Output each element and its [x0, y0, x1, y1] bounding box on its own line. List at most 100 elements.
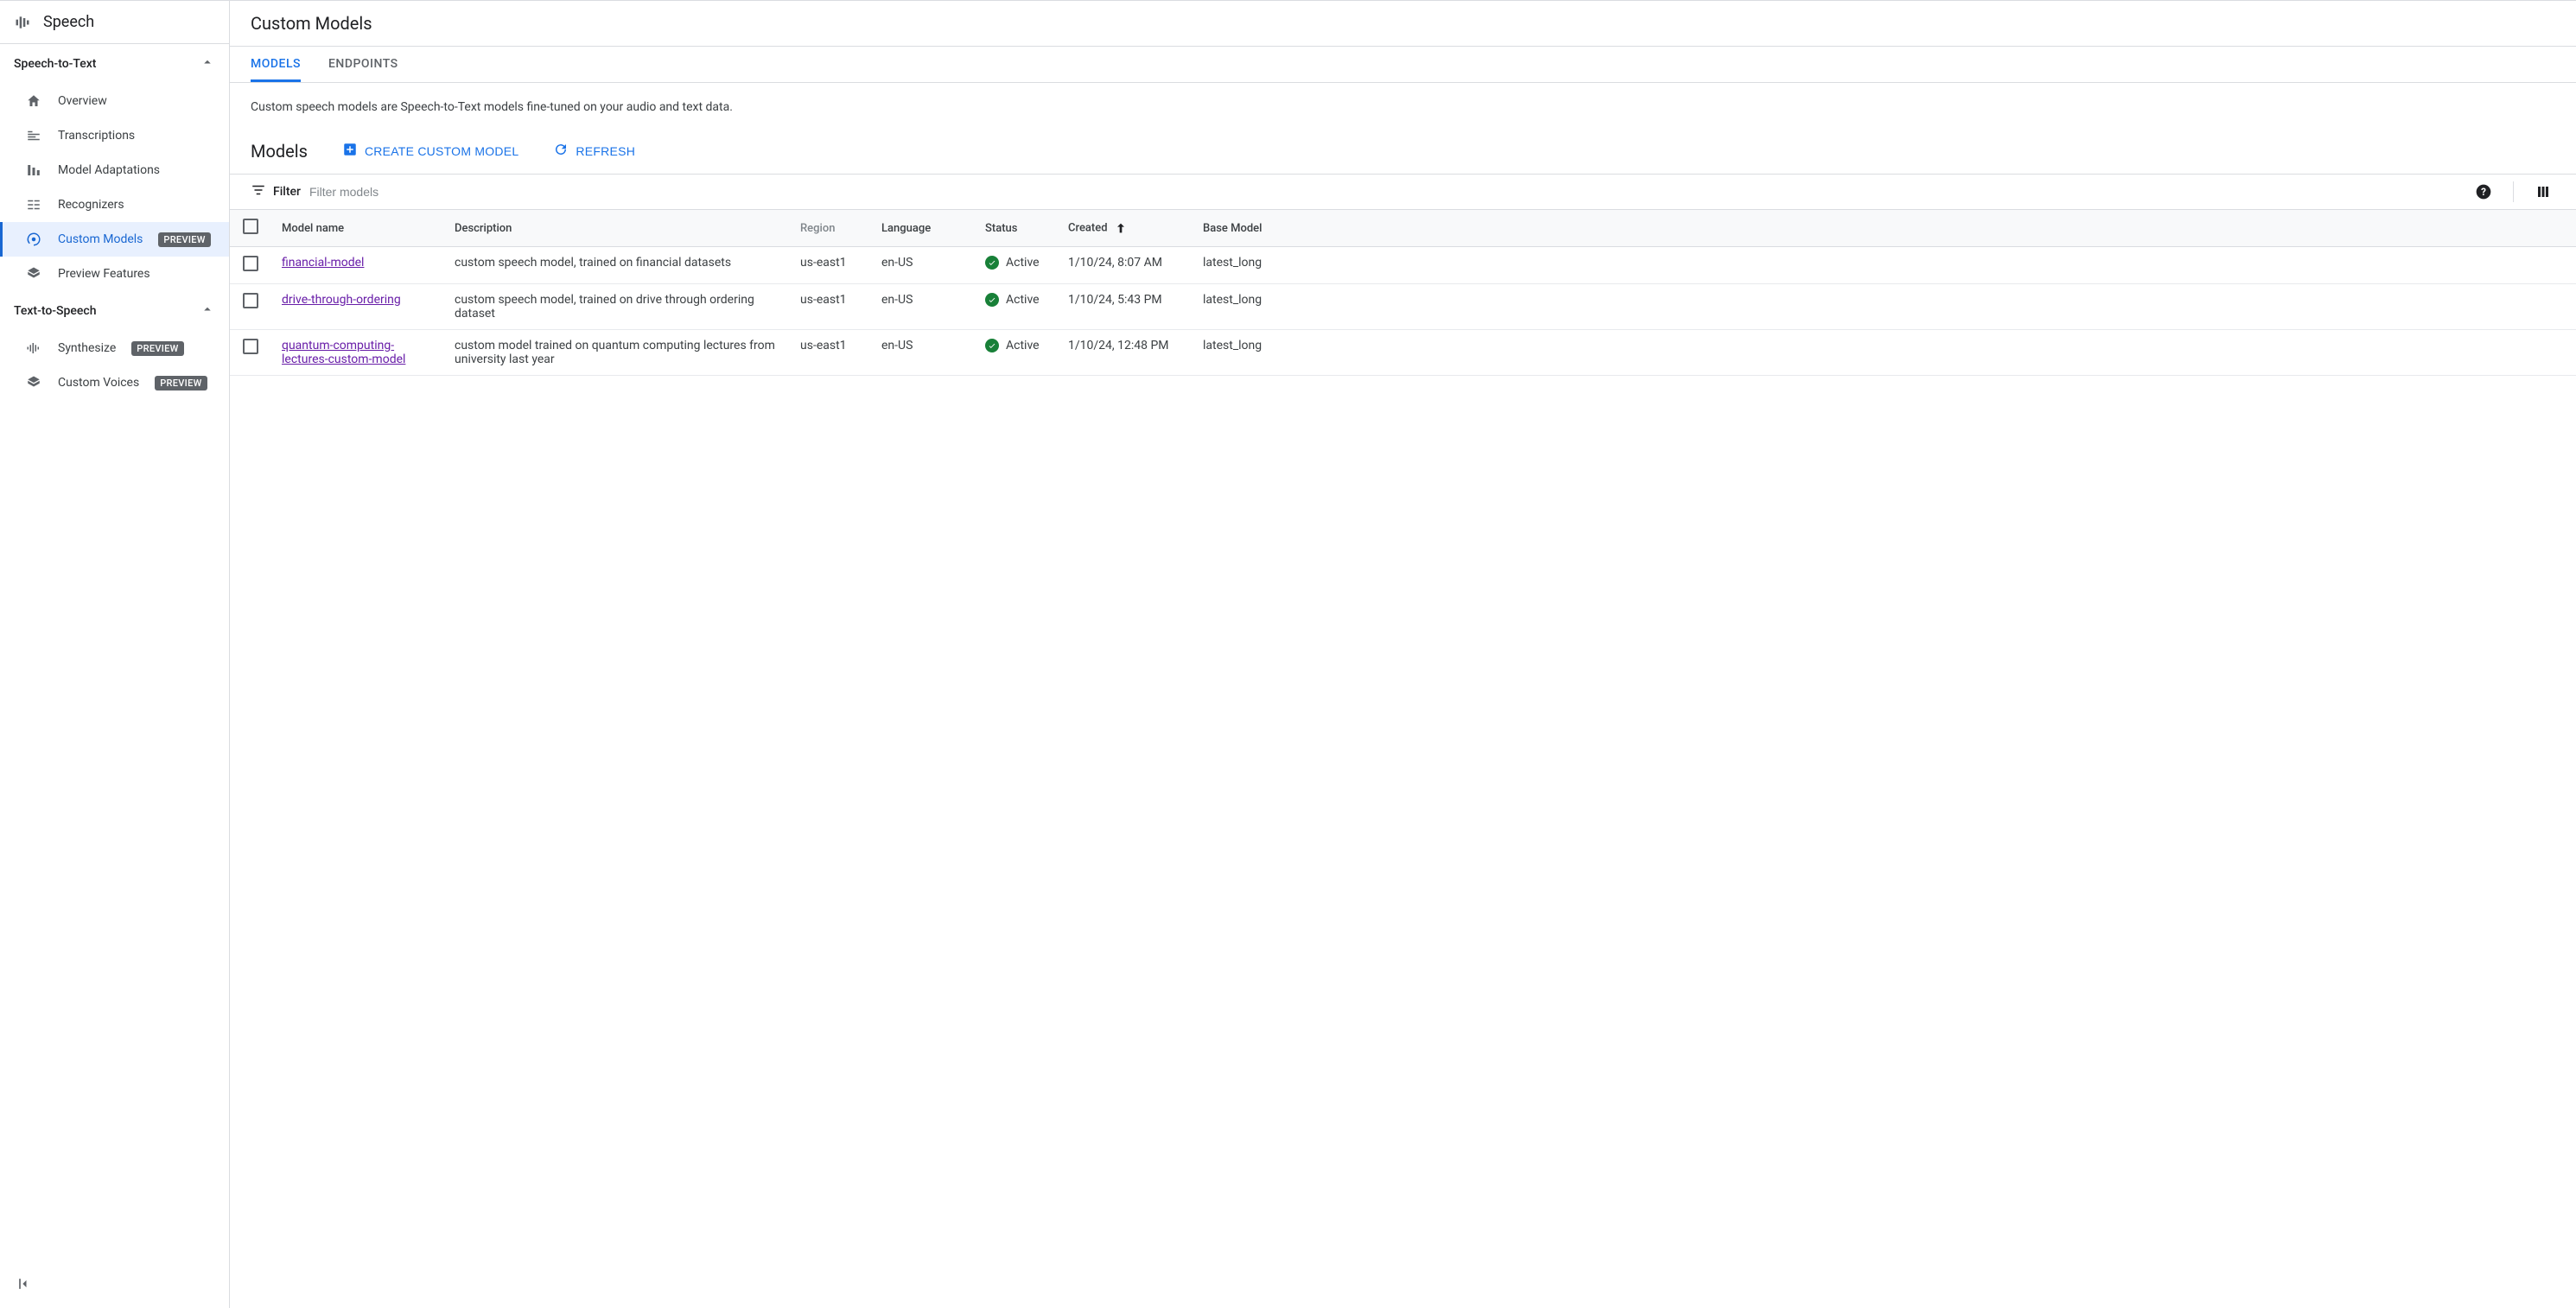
cell-language: en-US	[871, 247, 975, 284]
cell-language: en-US	[871, 284, 975, 330]
filter-icon	[251, 182, 266, 201]
column-settings-button[interactable]	[2531, 180, 2555, 204]
sidebar-section-label: Text-to-Speech	[14, 304, 96, 318]
product-header: Speech	[0, 1, 229, 44]
synthesize-icon	[25, 340, 42, 357]
sidebar-item-model-adaptations[interactable]: Model Adaptations	[0, 153, 229, 187]
tab-endpoints[interactable]: ENDPOINTS	[328, 47, 398, 82]
cell-status: Active	[975, 330, 1058, 376]
col-model-name[interactable]: Model name	[271, 210, 444, 247]
col-base-model[interactable]: Base Model	[1193, 210, 2576, 247]
col-created-label: Created	[1068, 221, 1108, 234]
svg-text:?: ?	[2481, 186, 2486, 198]
transcriptions-icon	[25, 127, 42, 144]
status-text: Active	[1006, 256, 1040, 270]
sidebar-item-synthesize[interactable]: Synthesize PREVIEW	[0, 331, 229, 365]
sidebar-item-label: Model Adaptations	[58, 163, 160, 177]
sidebar-item-label: Synthesize	[58, 341, 116, 355]
recognizers-icon	[25, 196, 42, 213]
sidebar-item-label: Custom Models	[58, 232, 143, 246]
col-status[interactable]: Status	[975, 210, 1058, 247]
refresh-button[interactable]: REFRESH	[553, 138, 635, 163]
status-active-icon	[985, 339, 999, 352]
sidebar-item-label: Recognizers	[58, 198, 124, 212]
cell-description: custom speech model, trained on financia…	[444, 247, 790, 284]
table-row: drive-through-ordering custom speech mod…	[230, 284, 2576, 330]
cell-region: us-east1	[790, 247, 871, 284]
product-name: Speech	[43, 13, 94, 31]
layers-icon	[25, 265, 42, 283]
tabs: MODELS ENDPOINTS	[230, 47, 2576, 83]
col-region[interactable]: Region	[790, 210, 871, 247]
row-checkbox[interactable]	[243, 339, 258, 354]
sidebar-body: Speech-to-Text Overview Transcriptions	[0, 44, 229, 1308]
cell-language: en-US	[871, 330, 975, 376]
sidebar-item-preview-features[interactable]: Preview Features	[0, 257, 229, 291]
filter-bar: Filter ?	[230, 174, 2576, 210]
divider	[2513, 181, 2514, 202]
cell-status: Active	[975, 247, 1058, 284]
cell-base-model: latest_long	[1193, 284, 2576, 330]
filter-input[interactable]	[309, 180, 2463, 204]
sidebar-item-custom-voices[interactable]: Custom Voices PREVIEW	[0, 365, 229, 400]
collapse-sidebar-button[interactable]	[9, 1268, 40, 1299]
col-created[interactable]: Created	[1058, 210, 1193, 247]
preview-badge: PREVIEW	[158, 232, 210, 247]
model-name-link[interactable]: financial-model	[282, 256, 364, 270]
tab-models[interactable]: MODELS	[251, 47, 301, 82]
preview-badge: PREVIEW	[131, 341, 183, 356]
cell-region: us-east1	[790, 284, 871, 330]
cell-created: 1/10/24, 12:48 PM	[1058, 330, 1193, 376]
chevron-up-icon	[200, 54, 215, 73]
sidebar-item-recognizers[interactable]: Recognizers	[0, 187, 229, 222]
status-active-icon	[985, 256, 999, 270]
cell-base-model: latest_long	[1193, 330, 2576, 376]
select-all-checkbox[interactable]	[243, 219, 258, 234]
page-title: Custom Models	[230, 1, 2576, 47]
model-name-link[interactable]: drive-through-ordering	[282, 293, 401, 307]
row-checkbox[interactable]	[243, 293, 258, 308]
cell-description: custom model trained on quantum computin…	[444, 330, 790, 376]
sidebar-item-transcriptions[interactable]: Transcriptions	[0, 118, 229, 153]
cell-description: custom speech model, trained on drive th…	[444, 284, 790, 330]
table-row: financial-model custom speech model, tra…	[230, 247, 2576, 284]
section-bar: Models CREATE CUSTOM MODEL REFRESH	[230, 131, 2576, 174]
sidebar-section-label: Speech-to-Text	[14, 57, 96, 71]
cell-status: Active	[975, 284, 1058, 330]
refresh-icon	[553, 142, 569, 160]
add-box-icon	[342, 142, 358, 160]
cell-base-model: latest_long	[1193, 247, 2576, 284]
status-text: Active	[1006, 339, 1040, 352]
row-checkbox[interactable]	[243, 256, 258, 271]
table-row: quantum-computing-lectures-custom-model …	[230, 330, 2576, 376]
button-label: REFRESH	[576, 144, 635, 158]
adaptations-icon	[25, 162, 42, 179]
chevron-up-icon	[200, 302, 215, 321]
models-table: Model name Description Region Language S…	[230, 210, 2576, 376]
sidebar-section-speech-to-text[interactable]: Speech-to-Text	[0, 44, 229, 84]
model-name-link[interactable]: quantum-computing-lectures-custom-model	[282, 339, 405, 366]
create-custom-model-button[interactable]: CREATE CUSTOM MODEL	[342, 138, 518, 163]
layers-icon	[25, 374, 42, 391]
col-description[interactable]: Description	[444, 210, 790, 247]
status-text: Active	[1006, 293, 1040, 307]
main-content: Custom Models MODELS ENDPOINTS Custom sp…	[230, 1, 2576, 1308]
sidebar-item-custom-models[interactable]: Custom Models PREVIEW	[0, 222, 229, 257]
home-icon	[25, 92, 42, 110]
sidebar: Speech Speech-to-Text Overview Tra	[0, 1, 230, 1308]
sort-ascending-icon	[1114, 221, 1128, 235]
sidebar-item-overview[interactable]: Overview	[0, 84, 229, 118]
sidebar-section-text-to-speech[interactable]: Text-to-Speech	[0, 291, 229, 331]
speech-product-icon	[14, 14, 31, 31]
page-description: Custom speech models are Speech-to-Text …	[230, 83, 2576, 131]
cell-created: 1/10/24, 5:43 PM	[1058, 284, 1193, 330]
cell-region: us-east1	[790, 330, 871, 376]
filter-label-group: Filter	[251, 182, 301, 201]
custom-models-icon	[25, 231, 42, 248]
sidebar-item-label: Preview Features	[58, 267, 150, 281]
cell-created: 1/10/24, 8:07 AM	[1058, 247, 1193, 284]
help-button[interactable]: ?	[2471, 180, 2496, 204]
section-title: Models	[251, 141, 308, 162]
preview-badge: PREVIEW	[155, 376, 207, 390]
col-language[interactable]: Language	[871, 210, 975, 247]
